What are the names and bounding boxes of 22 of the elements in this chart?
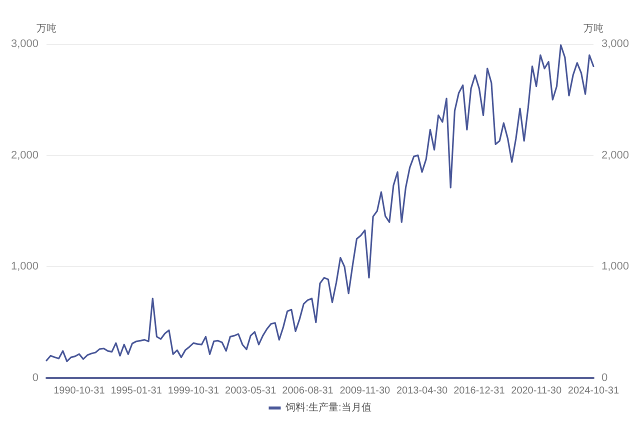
x-tick-label: 2006-08-31 [282, 386, 334, 396]
x-tick-label: 2013-04-30 [396, 386, 448, 396]
y2-tick-label: 3,000 [601, 38, 630, 50]
x-tick-label: 2016-12-31 [454, 386, 506, 396]
x-tick-label: 1990-10-31 [54, 386, 106, 396]
y-tick-label: 3,000 [10, 38, 39, 50]
legend-label: 饲料:生产量:当月值 [284, 402, 372, 414]
y2-tick-label: 2,000 [601, 149, 630, 162]
y2-axis-title: 万吨 [583, 22, 604, 34]
y-axis-title: 万吨 [36, 22, 57, 34]
x-tick-label: 1995-01-31 [110, 386, 162, 396]
y2-tick-label: 1,000 [601, 260, 630, 273]
y2-tick-label: 0 [601, 372, 608, 384]
y-tick-label: 0 [32, 372, 39, 384]
x-tick-label: 2003-05-31 [225, 386, 277, 396]
x-tick-label: 1999-10-31 [168, 386, 220, 396]
x-tick-label: 2024-10-31 [568, 386, 620, 396]
y-tick-label: 2,000 [10, 149, 39, 162]
x-tick-label: 2020-11-30 [511, 386, 562, 396]
y-tick-label: 1,000 [10, 260, 39, 273]
x-tick-label: 2009-11-30 [340, 386, 391, 396]
line-series [46, 44, 594, 362]
